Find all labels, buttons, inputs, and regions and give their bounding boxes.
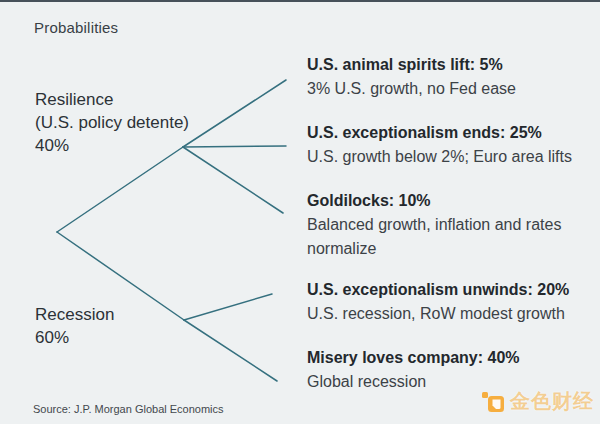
branch-line-resilience-outcome2 <box>183 146 286 147</box>
branch-recession: Recession 60% <box>35 303 114 349</box>
outcome-animal-spirits: U.S. animal spirits lift: 5% 3% U.S. gro… <box>307 53 597 101</box>
outcome-exceptionalism-ends: U.S. exceptionalism ends: 25% U.S. growt… <box>307 121 597 169</box>
branch-resilience: Resilience (U.S. policy detente) 40% <box>35 88 189 157</box>
branch-line-resilience-outcome1 <box>183 80 286 147</box>
outcome-title: U.S. exceptionalism unwinds: 20% <box>307 278 597 302</box>
branch-line-resilience-outcome3 <box>183 147 283 213</box>
outcome-description: Balanced growth, inflation and rates nor… <box>307 213 597 261</box>
source-attribution: Source: J.P. Morgan Global Economics <box>33 403 224 415</box>
probability-tree-chart: Probabilities Resilience (U.S. policy de… <box>0 0 600 424</box>
outcome-goldilocks: Goldilocks: 10% Balanced growth, inflati… <box>307 189 597 261</box>
branch-resilience-label: Resilience <box>35 88 189 111</box>
branch-recession-label: Recession <box>35 303 114 326</box>
branch-line-recession-outcome5 <box>184 320 277 381</box>
branch-resilience-probability: 40% <box>35 134 189 157</box>
branch-line-recession-outcome4 <box>184 294 272 320</box>
watermark-text: 金色财经 <box>510 388 594 415</box>
outcome-description: U.S. recession, RoW modest growth <box>307 302 597 326</box>
outcome-title: Misery loves company: 40% <box>307 346 597 370</box>
jinse-finance-logo-icon <box>481 390 505 414</box>
outcome-title: U.S. exceptionalism ends: 25% <box>307 121 597 145</box>
branch-resilience-sublabel: (U.S. policy detente) <box>35 111 189 134</box>
jinse-finance-watermark: 金色财经 <box>481 388 594 415</box>
outcome-description: 3% U.S. growth, no Fed ease <box>307 77 597 101</box>
branch-line-root-resilience <box>57 147 183 232</box>
outcome-exceptionalism-unwinds: U.S. exceptionalism unwinds: 20% U.S. re… <box>307 278 597 326</box>
outcome-misery-loves-company: Misery loves company: 40% Global recessi… <box>307 346 597 394</box>
outcome-title: U.S. animal spirits lift: 5% <box>307 53 597 77</box>
outcome-description: U.S. growth below 2%; Euro area lifts <box>307 145 597 169</box>
outcome-title: Goldilocks: 10% <box>307 189 597 213</box>
branch-recession-probability: 60% <box>35 326 114 349</box>
